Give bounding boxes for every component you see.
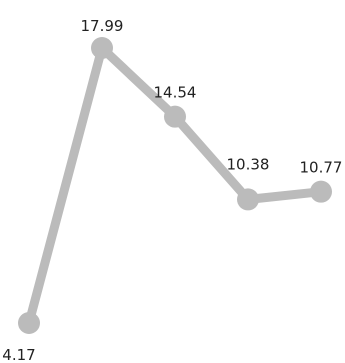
data-point <box>91 37 113 59</box>
data-label: 14.54 <box>154 84 197 102</box>
data-label: 10.77 <box>300 159 343 177</box>
data-label: 10.38 <box>227 155 270 173</box>
data-point <box>18 312 40 334</box>
data-label: 17.99 <box>81 17 124 35</box>
data-labels: 4.17 17.99 14.54 10.38 10.77 <box>2 17 342 363</box>
data-point <box>237 188 259 211</box>
data-point <box>310 180 332 203</box>
series-layer <box>18 37 332 334</box>
data-label: 4.17 <box>2 346 35 363</box>
data-point <box>164 105 186 128</box>
